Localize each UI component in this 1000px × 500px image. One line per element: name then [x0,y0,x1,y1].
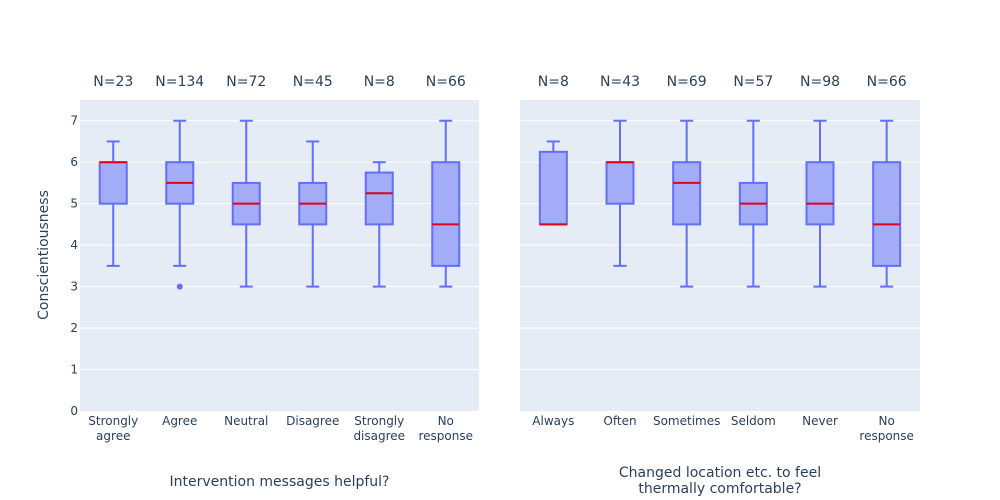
box-2-5 [805,119,835,288]
sample-size-label: N=23 [93,74,133,90]
sample-size-label: N=69 [667,74,707,90]
y-axis: 0 1 2 3 4 5 6 7 Conscientiousness [36,114,78,418]
box-2-6 [872,119,902,288]
iqr-box [605,161,635,205]
box-1-5 [364,161,394,288]
iqr-box [672,161,702,226]
sample-size-label: N=45 [293,74,333,90]
sample-size-label: N=98 [800,74,840,90]
category-tick-label: Always [532,414,574,428]
category-tick-label: Often [603,414,636,428]
y-tick-label: 4 [70,238,78,252]
sample-size-label: N=8 [538,74,569,90]
y-tick-label: 6 [70,155,78,169]
y-tick-label: 2 [70,321,78,335]
iqr-box [98,161,128,205]
y-axis-title: Conscientiousness [36,190,52,320]
category-tick-label: Disagree [286,414,339,428]
box-1-1 [98,140,128,267]
y-tick-label: 1 [70,363,78,377]
sample-size-label: N=57 [733,74,773,90]
category-tick-label: No response [418,414,473,443]
y-tick-label: 7 [70,114,78,128]
category-tick-label: Never [802,414,838,428]
plot-background [80,100,479,411]
sample-size-label: N=66 [867,74,907,90]
y-tick-label: 5 [70,197,78,211]
sample-size-label: N=134 [155,74,204,90]
sample-size-label: N=43 [600,74,640,90]
iqr-box [872,161,902,267]
iqr-box [805,161,835,226]
sample-size-label: N=8 [364,74,395,90]
box-2-2 [605,119,635,267]
box-2-1 [538,140,568,226]
x-axis-title: Intervention messages helpful? [170,474,390,490]
category-tick-label: Strongly disagree [353,414,405,443]
x-axis-title: Changed location etc. to feel thermally c… [619,465,821,497]
category-tick-label: No response [859,414,914,443]
box-1-6 [431,119,461,288]
panel-2: N=8 Always N=43 Often N=69 Sometimes N=57 Seldo… [520,74,920,497]
category-tick-label: Agree [162,414,197,428]
category-tick-label: Sometimes [653,414,720,428]
box-2-3 [672,119,702,288]
iqr-box [364,171,394,226]
plot-background [520,100,920,411]
box-1-2 [165,119,195,290]
sample-size-label: N=66 [426,74,466,90]
iqr-box [431,161,461,267]
panel-1: N=23 Strongly agree N=134 Agree N=72 Neutral N=… [80,74,479,490]
category-tick-label: Strongly agree [88,414,138,443]
y-tick-label: 0 [70,404,78,418]
box-1-4 [298,140,328,288]
iqr-box [538,150,568,226]
category-tick-label: Seldom [731,414,776,428]
box-2-4 [738,119,768,288]
category-tick-label: Neutral [224,414,268,428]
sample-size-label: N=72 [226,74,266,90]
box-1-3 [231,119,261,288]
y-tick-label: 3 [70,280,78,294]
outlier-point [176,283,183,290]
